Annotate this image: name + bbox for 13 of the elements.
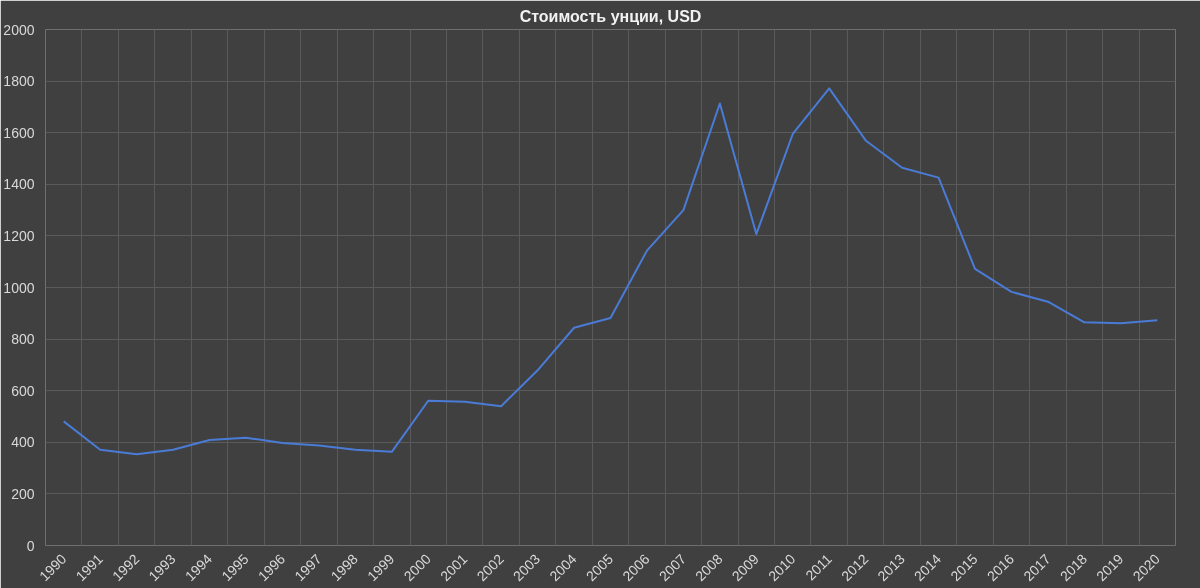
line-series: [62, 87, 1159, 456]
y-tick-label: 200: [11, 485, 35, 502]
y-tick-label: 1600: [3, 124, 35, 141]
y-tick-label: 800: [11, 331, 35, 348]
y-tick-label: 1800: [3, 73, 35, 90]
y-tick-label: 0: [26, 537, 35, 554]
y-tick-label: 1200: [3, 227, 35, 244]
y-tick-label: 600: [11, 382, 35, 399]
y-tick-label: 1400: [3, 176, 35, 193]
y-tick-label: 400: [11, 434, 35, 451]
y-tick-label: 2000: [3, 21, 35, 38]
chart-title: Стоимость унции, USD: [519, 7, 702, 25]
y-tick-label: 1000: [3, 279, 35, 296]
